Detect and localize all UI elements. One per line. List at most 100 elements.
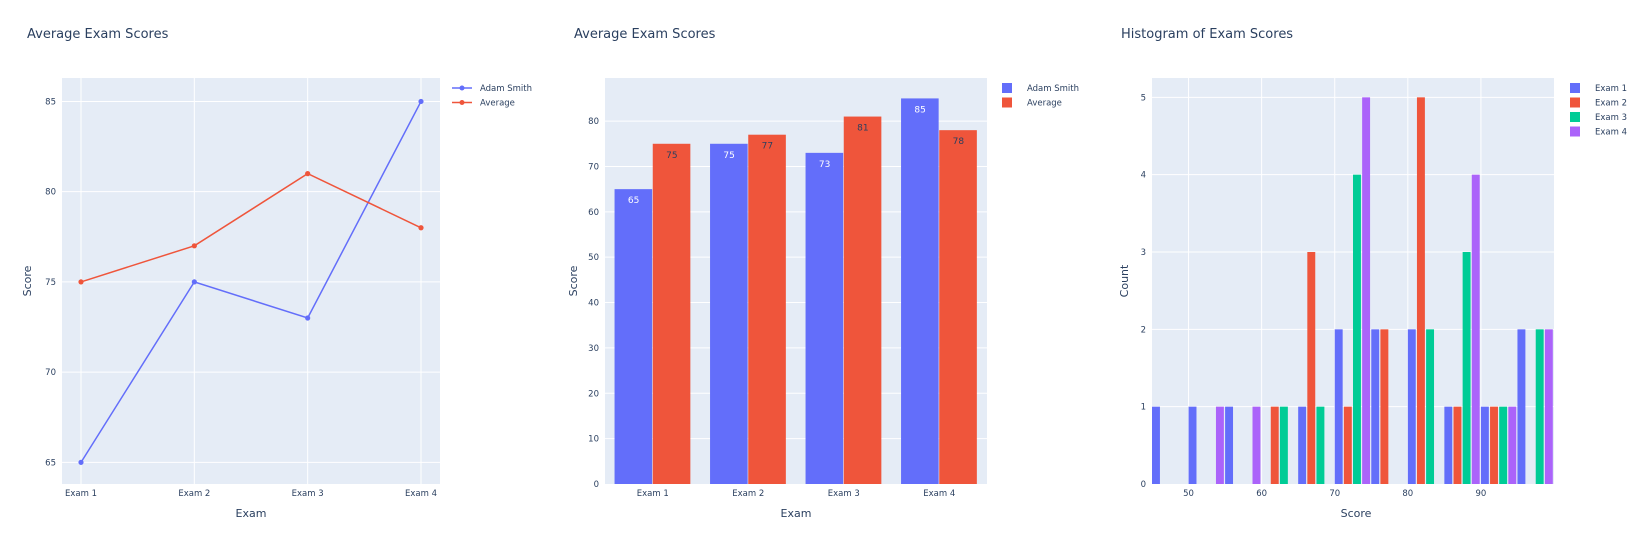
chart-title: Histogram of Exam Scores xyxy=(1121,27,1293,42)
bar-chart-panel: Average Exam Scores 65 75 75 77 73 81 85 78 0 10… xyxy=(567,27,1079,520)
histogram-bar[interactable] xyxy=(1298,406,1307,484)
legend-item[interactable]: Average xyxy=(452,99,515,109)
bar[interactable] xyxy=(710,143,748,484)
data-point[interactable] xyxy=(305,171,311,177)
bar[interactable] xyxy=(843,116,882,485)
histogram-bar[interactable] xyxy=(1343,406,1352,484)
series-layer: 65 75 75 77 73 81 85 78 xyxy=(614,98,977,485)
y-tick-label: 10 xyxy=(588,435,599,445)
histogram-bar[interactable] xyxy=(1490,406,1498,484)
y-tick-label: 40 xyxy=(588,299,599,309)
x-tick-labels: Exam 1 Exam 2 Exam 3 Exam 4 xyxy=(65,489,437,499)
histogram-bar[interactable] xyxy=(1499,406,1508,484)
series-layer xyxy=(1152,97,1553,484)
legend-item[interactable]: Exam 1 xyxy=(1570,83,1627,94)
bar[interactable] xyxy=(748,134,786,484)
data-point[interactable] xyxy=(78,279,84,285)
histogram-bar[interactable] xyxy=(1362,97,1371,484)
x-tick-label: Exam 1 xyxy=(637,489,669,499)
x-tick-label: 70 xyxy=(1329,489,1340,499)
legend[interactable]: Adam Smith Average xyxy=(1002,83,1079,109)
legend-item[interactable]: Average xyxy=(1002,97,1062,109)
y-tick-label: 70 xyxy=(588,162,599,172)
histogram-bar[interactable] xyxy=(1508,406,1517,484)
histogram-bar[interactable] xyxy=(1416,97,1425,484)
legend-item[interactable]: Adam Smith xyxy=(452,84,532,94)
bar[interactable] xyxy=(805,152,844,484)
data-point[interactable] xyxy=(191,243,197,249)
histogram-bar[interactable] xyxy=(1188,406,1197,484)
histogram-bar[interactable] xyxy=(1544,329,1553,484)
y-tick-label: 5 xyxy=(1141,93,1146,103)
y-gridlines xyxy=(62,100,440,463)
legend-label: Average xyxy=(480,99,515,109)
data-point[interactable] xyxy=(418,225,424,231)
y-tick-label: 3 xyxy=(1141,248,1146,258)
legend-item[interactable]: Exam 2 xyxy=(1570,97,1627,109)
bar-value-label: 75 xyxy=(666,151,677,161)
series-line xyxy=(80,172,422,283)
histogram-bar[interactable] xyxy=(1279,406,1288,484)
legend-label: Adam Smith xyxy=(480,84,532,94)
histogram-bar[interactable] xyxy=(1535,329,1544,484)
legend-item[interactable]: Adam Smith xyxy=(1002,83,1079,94)
data-point[interactable] xyxy=(191,279,197,285)
y-tick-label: 50 xyxy=(588,253,599,263)
histogram-bar[interactable] xyxy=(1480,406,1489,484)
histogram-bar[interactable] xyxy=(1471,174,1480,484)
y-tick-label: 65 xyxy=(45,458,56,468)
histogram-bar[interactable] xyxy=(1407,329,1416,484)
legend-item[interactable]: Exam 3 xyxy=(1570,112,1627,123)
series-layer xyxy=(78,98,424,465)
histogram-bar[interactable] xyxy=(1353,174,1361,484)
legend-label: Exam 1 xyxy=(1595,84,1627,94)
histogram-bar[interactable] xyxy=(1371,329,1380,484)
bar[interactable] xyxy=(614,189,653,485)
y-tick-labels: 0 1 2 3 4 5 xyxy=(1141,93,1146,490)
y-tick-label: 1 xyxy=(1141,403,1146,413)
data-point[interactable] xyxy=(305,315,311,321)
histogram-bar[interactable] xyxy=(1453,406,1462,484)
legend-marker xyxy=(459,100,465,105)
histogram-bar[interactable] xyxy=(1252,406,1261,484)
x-tick-label: Exam 1 xyxy=(65,489,97,499)
histogram-bar[interactable] xyxy=(1152,406,1160,484)
data-point[interactable] xyxy=(78,459,84,465)
legend-label: Exam 3 xyxy=(1595,113,1627,123)
series-line xyxy=(80,101,422,463)
bar[interactable] xyxy=(939,130,977,484)
bar[interactable] xyxy=(652,143,691,484)
histogram-bar[interactable] xyxy=(1215,406,1224,484)
histogram-bar[interactable] xyxy=(1307,252,1316,484)
x-tick-label: 60 xyxy=(1256,489,1267,499)
histogram-bar[interactable] xyxy=(1334,329,1343,484)
bar-value-label: 65 xyxy=(628,196,639,206)
legend-swatch xyxy=(1570,83,1580,93)
x-tick-labels: 50 60 70 80 90 xyxy=(1183,489,1486,499)
data-point[interactable] xyxy=(418,98,424,105)
histogram-bar[interactable] xyxy=(1380,329,1389,484)
histogram-bar[interactable] xyxy=(1270,406,1279,484)
legend-label: Average xyxy=(1027,99,1062,109)
histogram-bar[interactable] xyxy=(1462,252,1471,484)
bar[interactable] xyxy=(901,98,939,485)
y-tick-label: 30 xyxy=(588,344,599,354)
histogram-bar[interactable] xyxy=(1517,329,1526,484)
x-tick-label: Exam 2 xyxy=(178,489,210,499)
legend-item[interactable]: Exam 4 xyxy=(1570,126,1627,138)
y-tick-label: 2 xyxy=(1141,325,1146,335)
x-axis-title: Exam xyxy=(236,507,267,520)
histogram-bar[interactable] xyxy=(1225,406,1234,484)
bar-value-label: 85 xyxy=(914,105,925,115)
bar-value-label: 77 xyxy=(762,142,773,152)
histogram-bar[interactable] xyxy=(1444,406,1453,484)
legend[interactable]: Exam 1 Exam 2 Exam 3 Exam 4 xyxy=(1570,83,1627,138)
chart-title: Average Exam Scores xyxy=(27,27,169,42)
histogram-bar[interactable] xyxy=(1316,406,1325,484)
y-tick-labels: 0 10 20 30 40 50 60 70 80 xyxy=(588,117,599,490)
y-tick-label: 20 xyxy=(588,389,599,399)
histogram-bar[interactable] xyxy=(1426,329,1435,484)
legend-swatch xyxy=(1570,112,1580,122)
legend[interactable]: Adam Smith Average xyxy=(452,84,532,109)
